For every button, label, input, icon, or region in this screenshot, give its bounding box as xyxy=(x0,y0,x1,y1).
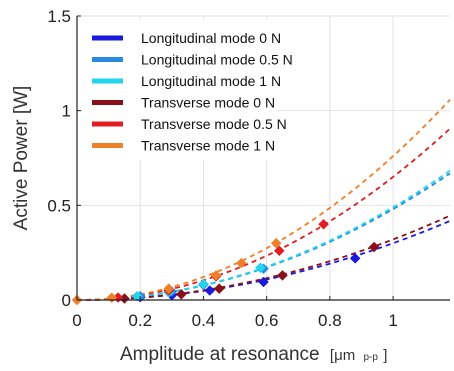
x-tick-label-4: 0.8 xyxy=(318,311,342,330)
y-tick-label-1: 0.5 xyxy=(47,196,71,215)
point-series-2-3 xyxy=(198,278,209,290)
legend-label-2: Longitudinal mode 1 N xyxy=(141,73,281,89)
point-series-4-5 xyxy=(318,218,329,230)
legend-box xyxy=(82,20,278,160)
point-series-3-5 xyxy=(368,241,380,253)
point-series-0-4 xyxy=(258,276,269,288)
x-axis-title: Amplitude at resonance xyxy=(120,344,320,365)
fit-line-series-3 xyxy=(76,214,451,301)
point-series-5-4 xyxy=(236,257,247,269)
point-series-3-3 xyxy=(213,283,225,294)
point-series-0-3 xyxy=(204,285,216,296)
point-series-2-4 xyxy=(254,262,266,274)
x-axis-label: Amplitude at resonance [μm p-p ] xyxy=(120,344,387,365)
point-series-5-2 xyxy=(163,283,175,294)
point-series-5-5 xyxy=(270,237,282,249)
point-series-2-1 xyxy=(131,290,143,302)
legend-label-0: Longitudinal mode 0 N xyxy=(141,30,281,46)
legend-label-4: Transverse mode 0.5 N xyxy=(141,116,287,132)
x-tick-label-3: 0.6 xyxy=(255,311,279,330)
x-axis-unit: [μm xyxy=(330,347,355,364)
y-tick-label-0: 0 xyxy=(62,291,71,310)
axes xyxy=(76,15,450,301)
tick-labels: 0 0.2 0.4 0.6 0.8 1 0 0.5 1 1.5 xyxy=(47,7,397,330)
x-tick-label-1: 0.2 xyxy=(128,311,152,330)
point-series-0-5 xyxy=(349,252,361,264)
y-tick-label-2: 1 xyxy=(62,102,71,121)
x-tick-label-0: 0 xyxy=(72,311,81,330)
x-tick-label-2: 0.4 xyxy=(192,311,216,330)
point-series-3-4 xyxy=(277,270,288,281)
legend-label-1: Longitudinal mode 0.5 N xyxy=(141,52,293,68)
x-axis-unit-close: ] xyxy=(383,347,387,364)
x-tick-label-5: 1 xyxy=(388,311,397,330)
fit-line-series-4 xyxy=(76,127,451,301)
fit-line-series-0 xyxy=(76,220,451,301)
x-axis-unit-subscript: p-p xyxy=(364,352,379,363)
legend-label-3: Transverse mode 0 N xyxy=(141,95,275,111)
point-series-3-2 xyxy=(175,288,187,300)
y-axis-label: Active Power [W] xyxy=(11,86,32,231)
legend: Longitudinal mode 0 N Longitudinal mode 0… xyxy=(82,20,293,160)
legend-label-5: Transverse mode 1 N xyxy=(141,138,275,154)
y-tick-label-3: 1.5 xyxy=(47,7,71,26)
point-series-5-3 xyxy=(210,270,222,281)
point-series-4-4 xyxy=(273,245,285,257)
